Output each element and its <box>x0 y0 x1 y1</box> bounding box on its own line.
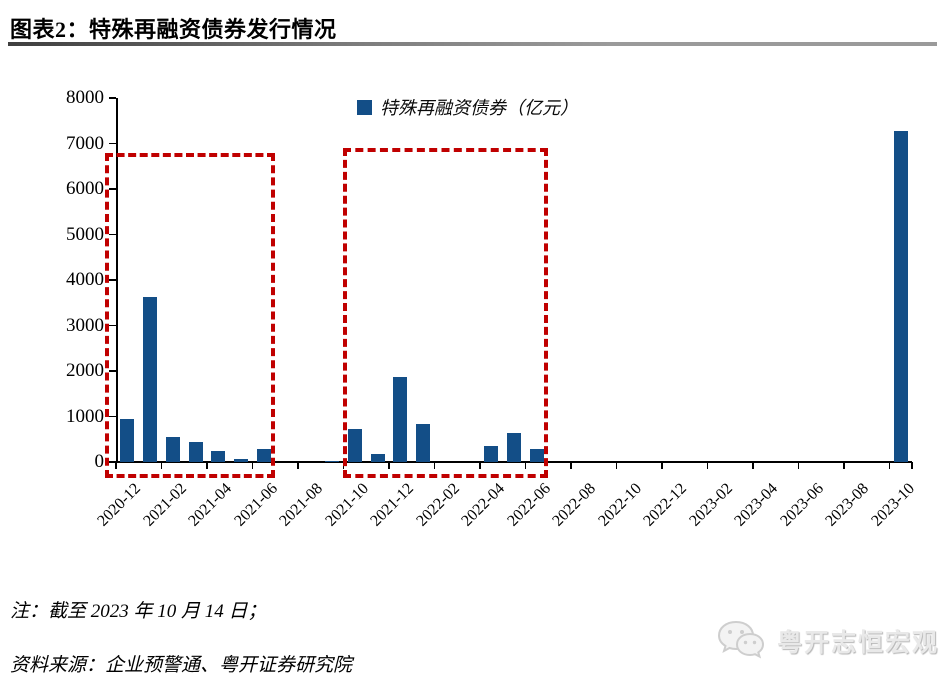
y-tick-label: 6000 <box>66 178 104 199</box>
y-tick <box>109 415 116 418</box>
bar <box>370 453 385 462</box>
y-axis <box>116 98 118 462</box>
x-tick <box>797 462 800 469</box>
x-tick <box>524 462 527 469</box>
bar <box>529 448 544 462</box>
legend-label: 特殊再融资债券（亿元） <box>380 98 578 118</box>
y-tick <box>109 370 116 372</box>
bar <box>211 451 226 462</box>
bar <box>165 437 180 462</box>
chart-figure-title: 图表2：特殊再融资债券发行情况 <box>10 17 337 42</box>
chart-source: 资料来源：企业预警通、粤开证券研究院 <box>10 655 353 676</box>
x-tick <box>479 462 481 469</box>
y-tick <box>109 142 116 145</box>
y-tick <box>109 233 116 236</box>
y-tick <box>109 188 116 190</box>
y-tick-label: 2000 <box>66 360 104 381</box>
bar <box>484 446 499 462</box>
chart-legend: 特殊再融资债券（亿元） <box>357 94 578 120</box>
bar <box>256 449 271 462</box>
bar <box>347 428 362 462</box>
bar <box>325 460 340 462</box>
legend-color-swatch <box>357 99 372 115</box>
x-tick <box>388 462 390 469</box>
x-tick <box>433 462 436 469</box>
x-tick <box>661 462 663 469</box>
y-tick-label: 7000 <box>66 132 104 154</box>
watermark-label: 粤开志恒宏观 <box>776 630 939 657</box>
x-tick <box>752 462 754 469</box>
x-tick <box>911 462 913 469</box>
x-tick <box>888 462 890 469</box>
x-tick <box>297 462 299 469</box>
bar <box>188 442 203 462</box>
x-tick <box>615 462 618 469</box>
x-tick <box>706 462 709 469</box>
y-tick <box>109 461 116 463</box>
highlight-box <box>343 148 549 478</box>
x-tick <box>115 462 117 469</box>
bar <box>393 376 408 462</box>
y-tick-label: 3000 <box>66 314 104 336</box>
x-tick <box>251 462 254 469</box>
x-tick <box>570 462 572 469</box>
bar <box>507 433 521 462</box>
bar <box>893 130 908 462</box>
y-tick-label: 1000 <box>66 405 104 427</box>
y-tick-label: 5000 <box>66 223 104 245</box>
brand-watermark: 粤开志恒宏观 <box>715 618 939 664</box>
y-tick <box>109 279 116 281</box>
title-divider <box>8 42 937 46</box>
y-tick <box>109 97 116 99</box>
bar <box>234 458 249 462</box>
wechat-icon <box>717 620 764 659</box>
bar <box>416 424 431 462</box>
chart-note: 注：截至 2023 年 10 月 14 日； <box>10 601 267 622</box>
y-tick-label: 4000 <box>66 269 104 290</box>
x-tick <box>160 462 163 469</box>
x-axis <box>116 461 912 463</box>
y-tick <box>109 324 116 327</box>
x-tick <box>843 462 845 469</box>
x-tick <box>206 462 208 469</box>
bar <box>143 297 158 462</box>
y-tick-label: 0 <box>94 451 105 472</box>
highlight-box <box>105 152 276 478</box>
bar <box>120 419 135 462</box>
bar-chart: 特殊再融资债券（亿元） 0 1000 2000 3000 4000 5000 6000 700… <box>0 58 949 558</box>
y-tick-label: 8000 <box>66 87 104 108</box>
